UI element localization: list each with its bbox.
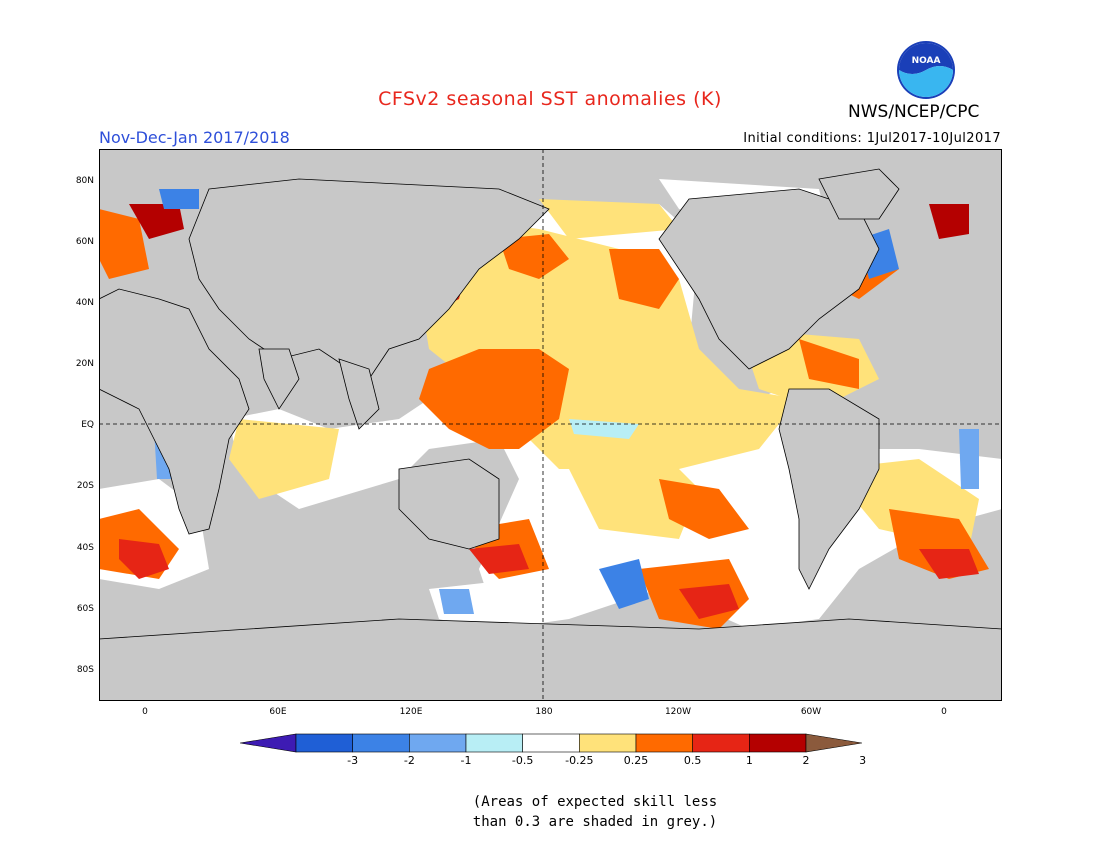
noaa-logo: NOAA [897, 41, 955, 99]
initial-conditions-label: Initial conditions: 1Jul2017-10Jul2017 [743, 131, 1001, 146]
colorbar-segment [352, 733, 410, 753]
logo-text: NOAA [912, 56, 941, 66]
colorbar-label: -1 [460, 754, 472, 767]
colorbar-segment [465, 733, 523, 753]
lon-label: 0 [142, 707, 148, 717]
lat-label: 40S [76, 543, 94, 553]
lat-label: 60S [76, 604, 94, 614]
eurasia-landmass [188, 178, 550, 380]
colorbar [240, 733, 862, 753]
colorbar-label: -3 [347, 754, 359, 767]
blue-anomaly [959, 429, 979, 489]
lat-label: 20N [75, 359, 94, 369]
skill-note: (Areas of expected skill less than 0.3 a… [0, 792, 1100, 832]
colorbar-segment [579, 733, 637, 753]
colorbar-segment [522, 733, 580, 753]
lon-label: 0 [941, 707, 947, 717]
greenland-landmass [818, 168, 900, 220]
colorbar-segment [635, 733, 693, 753]
colorbar-label: 0.25 [623, 754, 649, 767]
land-masses [99, 168, 1002, 701]
india-landmass [258, 348, 300, 410]
red-anomaly [469, 544, 529, 574]
red-anomaly [119, 539, 169, 579]
orange-anomaly [99, 209, 149, 279]
blue-anomaly [439, 589, 474, 614]
agency-label: NWS/NCEP/CPC [848, 102, 980, 122]
lon-label: 120E [399, 707, 423, 717]
yellow-anomaly [229, 419, 339, 499]
blue-anomaly [159, 189, 199, 209]
africa-landmass [99, 288, 250, 535]
lon-label: 120W [664, 707, 692, 717]
colorbar-label: 3 [859, 754, 867, 767]
yellow-anomaly [559, 449, 699, 539]
australia-landmass [398, 458, 500, 550]
dark-red-anomaly [929, 204, 969, 239]
colorbar-segment [749, 733, 807, 753]
colorbar-label: 2 [802, 754, 810, 767]
dark-red-anomaly [129, 204, 184, 239]
season-label: Nov-Dec-Jan 2017/2018 [99, 128, 290, 147]
lon-label: 180 [535, 707, 553, 717]
colorbar-label: -0.25 [565, 754, 594, 767]
lat-label: 60N [75, 237, 94, 247]
colorbar-label: -2 [403, 754, 415, 767]
colorbar-label: -0.5 [511, 754, 534, 767]
lat-label: 80N [75, 176, 94, 186]
lat-label: 80S [76, 665, 94, 675]
lat-label: EQ [81, 420, 94, 430]
south-america-landmass [778, 388, 880, 590]
lon-label: 60W [800, 707, 822, 717]
orange-anomaly [799, 339, 859, 389]
colorbar-min-arrow [240, 733, 297, 753]
map-title: CFSv2 seasonal SST anomalies (K) [378, 88, 722, 110]
colorbar-segment [692, 733, 750, 753]
colorbar-segment [295, 733, 353, 753]
red-anomaly [919, 549, 979, 579]
orange-anomaly [499, 234, 569, 279]
orange-anomaly [659, 479, 749, 539]
colorbar-label: 0.5 [683, 754, 702, 767]
lightblue-anomaly [569, 419, 639, 439]
red-anomaly [679, 584, 739, 619]
colorbar-label: 1 [745, 754, 753, 767]
blue-anomaly [599, 559, 649, 609]
yellow-anomaly [539, 199, 679, 239]
skill-note-line1: (Areas of expected skill less [472, 794, 718, 810]
colorbar-segment [409, 733, 467, 753]
orange-anomaly [609, 249, 679, 309]
antarctica-landmass [99, 618, 1002, 701]
lat-label: 20S [76, 481, 94, 491]
lat-label: 40N [75, 298, 94, 308]
lon-label: 60E [269, 707, 287, 717]
skill-note-line2: than 0.3 are shaded in grey.) [472, 814, 718, 830]
sst-anomaly-map [99, 149, 1002, 701]
seasia-landmass [338, 358, 380, 430]
colorbar-max-arrow [805, 733, 862, 753]
